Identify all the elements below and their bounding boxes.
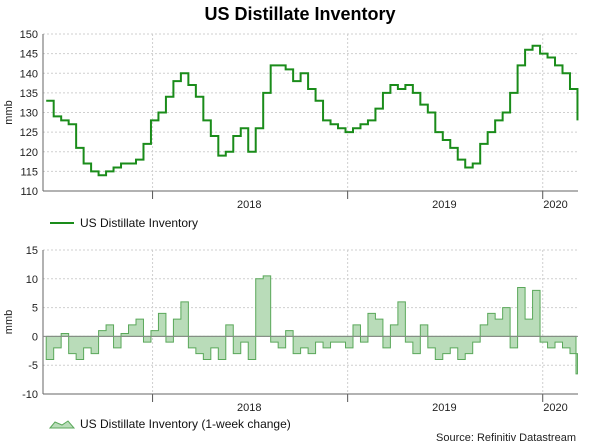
y-tick-label: 10 — [26, 274, 38, 286]
legend-label: US Distillate Inventory — [80, 216, 198, 230]
source-note: Source: Refinitiv Datastream — [436, 432, 576, 444]
y-tick-label: 125 — [20, 127, 38, 139]
legend-swatch — [48, 420, 76, 429]
y-tick-label: -5 — [28, 360, 38, 372]
y-tick-label: 140 — [20, 68, 38, 80]
x-tick-label: 2019 — [432, 402, 456, 414]
y-tick-label: 0 — [32, 331, 38, 343]
inventory-level-chart: 110 115 120 125 130 135 140 145 150 2018 2019 2020 m… — [3, 29, 579, 230]
x-tick-label: 2018 — [237, 199, 261, 211]
y-tick-label: 150 — [20, 29, 38, 41]
y-tick-label: -10 — [22, 389, 38, 401]
y-axis-label: mmb — [3, 310, 15, 334]
page-title: US Distillate Inventory — [204, 4, 396, 24]
weekly-change-chart: -10 -5 0 5 10 15 2018 2019 2020 mmb US Distillate … — [3, 245, 578, 431]
y-tick-label: 120 — [20, 147, 38, 159]
y-tick-label: 135 — [20, 88, 38, 100]
x-tick-label: 2019 — [432, 199, 456, 211]
series-line — [46, 44, 579, 177]
y-tick-label: 15 — [26, 245, 38, 257]
y-tick-label: 5 — [32, 303, 38, 315]
y-tick-label: 110 — [20, 186, 38, 198]
x-tick-label: 2020 — [543, 402, 567, 414]
y-tick-label: 115 — [20, 166, 38, 178]
y-tick-label: 145 — [20, 49, 38, 61]
x-tick-label: 2020 — [543, 199, 567, 211]
y-tick-label: 130 — [20, 108, 38, 120]
legend-label: US Distillate Inventory (1-week change) — [80, 417, 291, 431]
x-tick-label: 2018 — [237, 402, 261, 414]
series-area — [45, 275, 578, 375]
y-axis-label: mmb — [3, 100, 15, 124]
